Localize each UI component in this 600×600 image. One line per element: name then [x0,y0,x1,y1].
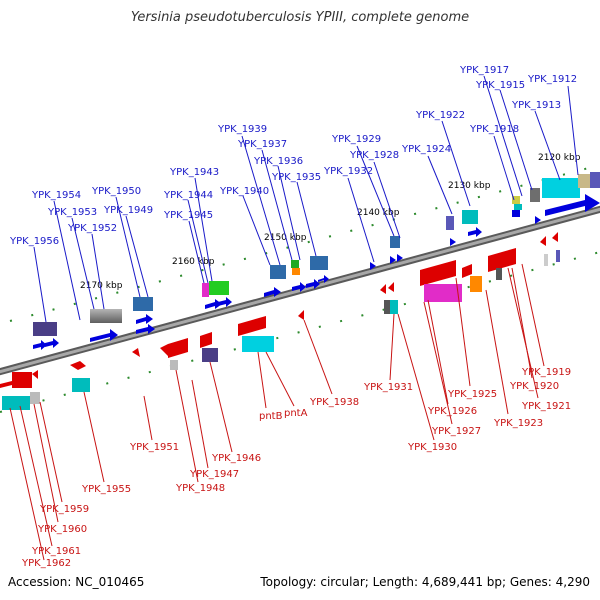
tick-label: 2140 kbp [357,208,400,218]
gene-label: YPK_1931 [363,382,413,393]
gene-label: YPK_1922 [415,110,465,121]
gene-label: YPK_1928 [349,150,399,161]
gene-label: YPK_1948 [175,483,225,494]
gene-label: YPK_1930 [407,442,457,453]
gene-label: YPK_1935 [271,172,321,183]
gene-label: YPK_1937 [237,139,287,150]
gene-label: YPK_1921 [521,401,571,412]
gene-label: YPK_1952 [67,223,117,234]
gene-label: YPK_1929 [331,134,381,145]
gene-label: YPK_1920 [509,381,559,392]
gene-label: YPK_1955 [81,484,131,495]
gene-label: YPK_1925 [447,389,497,400]
gene-label: YPK_1962 [21,558,71,569]
gene-label: YPK_1961 [31,546,81,557]
page-title: Yersinia pseudotuberculosis YPIII, compl… [130,10,470,25]
gene-label: YPK_1936 [253,156,303,167]
gene-label: YPK_1913 [511,100,561,111]
gene-label: YPK_1959 [39,504,89,515]
gene-label: YPK_1919 [521,367,571,378]
tick-labels: 2120 kbp 2130 kbp 2140 kbp 2150 kbp 2160… [80,153,581,291]
lower-labels [9,263,545,561]
gene-label: YPK_1926 [427,406,477,417]
upper-features [33,172,600,350]
gene-label: YPK_1944 [163,190,213,201]
gene-label: YPK_1923 [493,418,543,429]
gene-label: YPK_1953 [47,207,97,218]
tick-label: 2160 kbp [172,257,215,267]
tick-label: 2170 kbp [80,281,123,291]
gene-label: YPK_1960 [37,524,87,535]
lower-label-text: YPK_1919 YPK_1920 YPK_1921 YPK_1923 YPK_… [21,367,571,569]
tick-label: 2150 kbp [264,233,307,243]
gene-label: YPK_1918 [469,124,519,135]
gene-label: YPK_1956 [9,236,59,247]
gene-label: YPK_1927 [431,426,481,437]
gene-label: YPK_1954 [31,190,81,201]
gene-label: YPK_1924 [401,144,451,155]
lower-features [0,232,560,410]
tick-label: 2120 kbp [538,153,581,163]
topology-text: Topology: circular; Length: 4,689,441 bp… [260,575,590,589]
gene-label: YPK_1951 [129,442,179,453]
gene-label: YPK_1947 [189,469,239,480]
gene-label: pntA [284,408,308,419]
gene-label: YPK_1940 [219,186,269,197]
gene-label: YPK_1943 [169,167,219,178]
gene-label: pntB [259,411,283,422]
tick-label: 2130 kbp [448,181,491,191]
gene-label: YPK_1915 [475,80,525,91]
gene-label: YPK_1950 [91,186,141,197]
gene-label: YPK_1912 [527,74,577,85]
gene-label: YPK_1932 [323,166,373,177]
gene-label: YPK_1946 [211,453,261,464]
gene-label: YPK_1939 [217,124,267,135]
gene-label: YPK_1938 [309,397,359,408]
upper-label-text: YPK_1912 YPK_1913 YPK_1915 YPK_1917 YPK_… [9,65,577,247]
gene-label: YPK_1949 [103,205,153,216]
gene-label: YPK_1945 [163,210,213,221]
gene-label: YPK_1917 [459,65,509,76]
upper-labels [33,75,579,323]
accession-text: Accession: NC_010465 [8,575,145,589]
